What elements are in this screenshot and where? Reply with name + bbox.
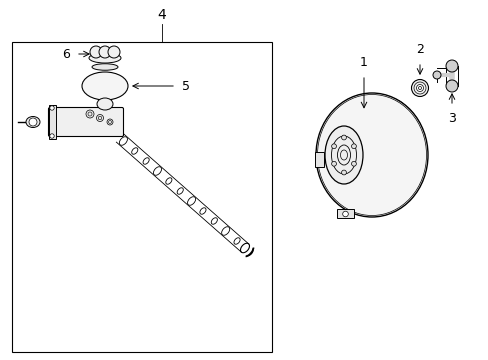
Ellipse shape (325, 126, 362, 184)
Circle shape (107, 119, 113, 125)
Bar (12, 42, 271, 352)
Circle shape (50, 106, 54, 110)
Circle shape (445, 80, 457, 92)
Ellipse shape (200, 208, 205, 214)
Circle shape (351, 144, 356, 149)
Ellipse shape (131, 148, 138, 154)
Circle shape (29, 118, 37, 126)
Ellipse shape (143, 158, 149, 164)
Ellipse shape (26, 117, 40, 127)
Circle shape (86, 110, 94, 118)
Circle shape (331, 144, 336, 149)
Ellipse shape (99, 46, 111, 58)
Circle shape (50, 134, 54, 138)
Ellipse shape (90, 46, 102, 58)
Text: 2: 2 (415, 43, 423, 56)
Ellipse shape (119, 137, 127, 145)
Ellipse shape (92, 64, 118, 70)
Ellipse shape (82, 72, 128, 100)
Ellipse shape (233, 238, 240, 244)
Circle shape (341, 170, 346, 175)
Circle shape (416, 85, 423, 91)
Ellipse shape (315, 93, 427, 217)
Ellipse shape (89, 53, 121, 63)
Circle shape (411, 80, 427, 96)
Ellipse shape (211, 218, 217, 224)
Circle shape (342, 211, 347, 217)
Ellipse shape (221, 227, 229, 235)
Text: 5: 5 (182, 80, 190, 93)
Ellipse shape (187, 197, 195, 205)
Bar (49, 105, 56, 139)
Circle shape (341, 135, 346, 140)
Text: 1: 1 (359, 56, 367, 69)
Text: 4: 4 (157, 8, 166, 22)
Bar (336, 209, 353, 218)
Text: 6: 6 (62, 48, 70, 60)
Circle shape (445, 60, 457, 72)
Circle shape (432, 71, 440, 79)
Bar (314, 152, 324, 167)
Ellipse shape (177, 188, 183, 194)
Ellipse shape (153, 167, 161, 175)
Ellipse shape (97, 98, 113, 110)
Text: 3: 3 (447, 112, 455, 125)
FancyBboxPatch shape (48, 108, 123, 136)
Ellipse shape (165, 178, 172, 184)
Circle shape (351, 161, 356, 166)
Circle shape (331, 161, 336, 166)
Ellipse shape (108, 46, 120, 58)
Circle shape (96, 114, 103, 122)
